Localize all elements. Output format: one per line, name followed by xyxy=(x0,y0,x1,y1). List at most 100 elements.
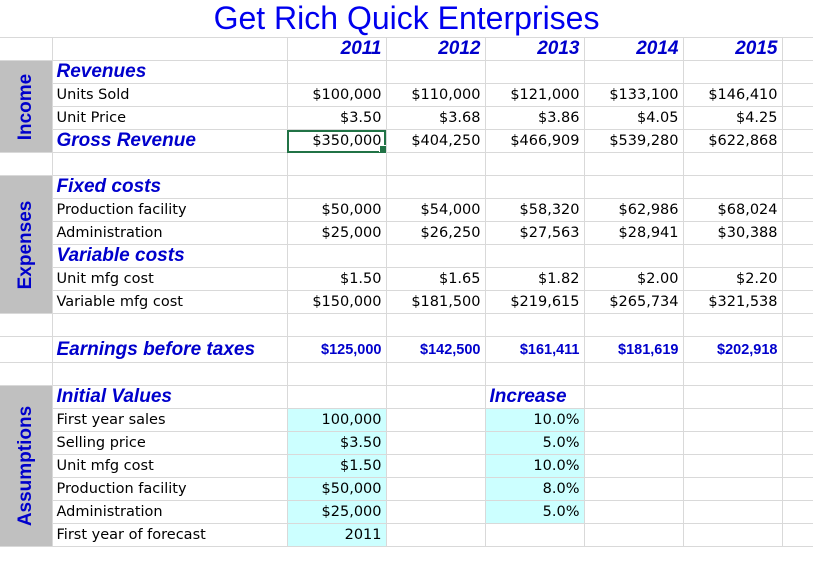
cell[interactable] xyxy=(683,408,783,432)
gross-revenue-value[interactable]: $466,909 xyxy=(485,129,585,153)
cell[interactable] xyxy=(52,362,288,386)
cell[interactable] xyxy=(782,106,813,130)
cell[interactable] xyxy=(782,60,813,84)
administration-value[interactable]: $27,563 xyxy=(485,221,585,245)
cell[interactable] xyxy=(485,362,585,386)
ebt-value[interactable]: $181,619 xyxy=(584,336,684,363)
cell[interactable] xyxy=(782,408,813,432)
cell[interactable] xyxy=(782,198,813,222)
assumption-input[interactable]: $1.50 xyxy=(287,454,387,478)
year-header[interactable]: 2014 xyxy=(584,37,684,61)
cell[interactable] xyxy=(683,313,783,337)
cell[interactable] xyxy=(584,244,684,268)
cell[interactable] xyxy=(485,175,585,199)
cell[interactable] xyxy=(485,244,585,268)
cell[interactable] xyxy=(683,60,783,84)
unit-price-value[interactable]: $4.25 xyxy=(683,106,783,130)
production-facility-value[interactable]: $68,024 xyxy=(683,198,783,222)
cell[interactable] xyxy=(584,477,684,501)
cell[interactable] xyxy=(683,523,783,547)
cell[interactable] xyxy=(584,385,684,409)
cell[interactable] xyxy=(386,175,486,199)
cell[interactable] xyxy=(52,152,288,176)
cell[interactable] xyxy=(683,175,783,199)
year-header[interactable]: 2013 xyxy=(485,37,585,61)
variable-mfg-cost-label[interactable]: Variable mfg cost xyxy=(52,290,288,314)
cell[interactable] xyxy=(386,500,486,524)
unit-mfg-cost-value[interactable]: $2.00 xyxy=(584,267,684,291)
ebt-value[interactable]: $202,918 xyxy=(683,336,783,363)
cell[interactable] xyxy=(0,37,53,61)
increase-input[interactable]: 8.0% xyxy=(485,477,585,501)
assumption-input[interactable]: $25,000 xyxy=(287,500,387,524)
variable-mfg-cost-value[interactable]: $219,615 xyxy=(485,290,585,314)
cell[interactable] xyxy=(782,83,813,107)
cell[interactable] xyxy=(485,313,585,337)
units-sold-value[interactable]: $110,000 xyxy=(386,83,486,107)
assumption-label[interactable]: First year sales xyxy=(52,408,288,432)
assumption-label[interactable]: Administration xyxy=(52,500,288,524)
unit-price-value[interactable]: $4.05 xyxy=(584,106,684,130)
unit-mfg-cost-label[interactable]: Unit mfg cost xyxy=(52,267,288,291)
assumption-label[interactable]: Unit mfg cost xyxy=(52,454,288,478)
variable-costs-heading[interactable]: Variable costs xyxy=(52,244,288,268)
variable-mfg-cost-value[interactable]: $181,500 xyxy=(386,290,486,314)
ebt-value[interactable]: $125,000 xyxy=(287,336,387,363)
cell[interactable] xyxy=(782,385,813,409)
units-sold-value[interactable]: $146,410 xyxy=(683,83,783,107)
cell[interactable] xyxy=(386,523,486,547)
cell[interactable] xyxy=(52,313,288,337)
cell[interactable] xyxy=(683,385,783,409)
unit-price-label[interactable]: Unit Price xyxy=(52,106,288,130)
gross-revenue-value[interactable]: $622,868 xyxy=(683,129,783,153)
variable-mfg-cost-value[interactable]: $265,734 xyxy=(584,290,684,314)
unit-price-value[interactable]: $3.86 xyxy=(485,106,585,130)
assumption-input[interactable]: $50,000 xyxy=(287,477,387,501)
ebt-value[interactable]: $161,411 xyxy=(485,336,585,363)
cell[interactable] xyxy=(0,313,53,337)
gross-revenue-value-selected[interactable]: $350,000 xyxy=(287,129,387,153)
units-sold-value[interactable]: $133,100 xyxy=(584,83,684,107)
cell[interactable] xyxy=(485,523,585,547)
cell[interactable] xyxy=(287,362,387,386)
year-header[interactable]: 2012 xyxy=(386,37,486,61)
assumption-label[interactable]: First year of forecast xyxy=(52,523,288,547)
year-header[interactable]: 2015 xyxy=(683,37,783,61)
cell[interactable] xyxy=(782,477,813,501)
cell[interactable] xyxy=(386,477,486,501)
cell[interactable] xyxy=(386,385,486,409)
cell[interactable] xyxy=(584,313,684,337)
increase-input[interactable]: 5.0% xyxy=(485,500,585,524)
ebt-value[interactable]: $142,500 xyxy=(386,336,486,363)
cell[interactable] xyxy=(782,362,813,386)
units-sold-value[interactable]: $100,000 xyxy=(287,83,387,107)
production-facility-value[interactable]: $50,000 xyxy=(287,198,387,222)
cell[interactable] xyxy=(683,362,783,386)
unit-mfg-cost-value[interactable]: $1.50 xyxy=(287,267,387,291)
cell[interactable] xyxy=(386,313,486,337)
assumption-input[interactable]: $3.50 xyxy=(287,431,387,455)
cell[interactable] xyxy=(584,454,684,478)
unit-price-value[interactable]: $3.68 xyxy=(386,106,486,130)
cell[interactable] xyxy=(386,431,486,455)
production-facility-value[interactable]: $54,000 xyxy=(386,198,486,222)
assumption-input[interactable]: 2011 xyxy=(287,523,387,547)
cell[interactable] xyxy=(584,408,684,432)
cell[interactable] xyxy=(683,500,783,524)
unit-price-value[interactable]: $3.50 xyxy=(287,106,387,130)
ebt-label[interactable]: Earnings before taxes xyxy=(52,336,288,363)
unit-mfg-cost-value[interactable]: $2.20 xyxy=(683,267,783,291)
variable-mfg-cost-value[interactable]: $321,538 xyxy=(683,290,783,314)
increase-input[interactable]: 10.0% xyxy=(485,454,585,478)
cell[interactable] xyxy=(287,313,387,337)
increase-input[interactable]: 10.0% xyxy=(485,408,585,432)
cell[interactable] xyxy=(287,244,387,268)
cell[interactable] xyxy=(386,362,486,386)
cell[interactable] xyxy=(782,454,813,478)
cell[interactable] xyxy=(683,244,783,268)
fixed-costs-heading[interactable]: Fixed costs xyxy=(52,175,288,199)
assumption-input[interactable]: 100,000 xyxy=(287,408,387,432)
cell[interactable] xyxy=(683,431,783,455)
variable-mfg-cost-value[interactable]: $150,000 xyxy=(287,290,387,314)
assumption-label[interactable]: Selling price xyxy=(52,431,288,455)
